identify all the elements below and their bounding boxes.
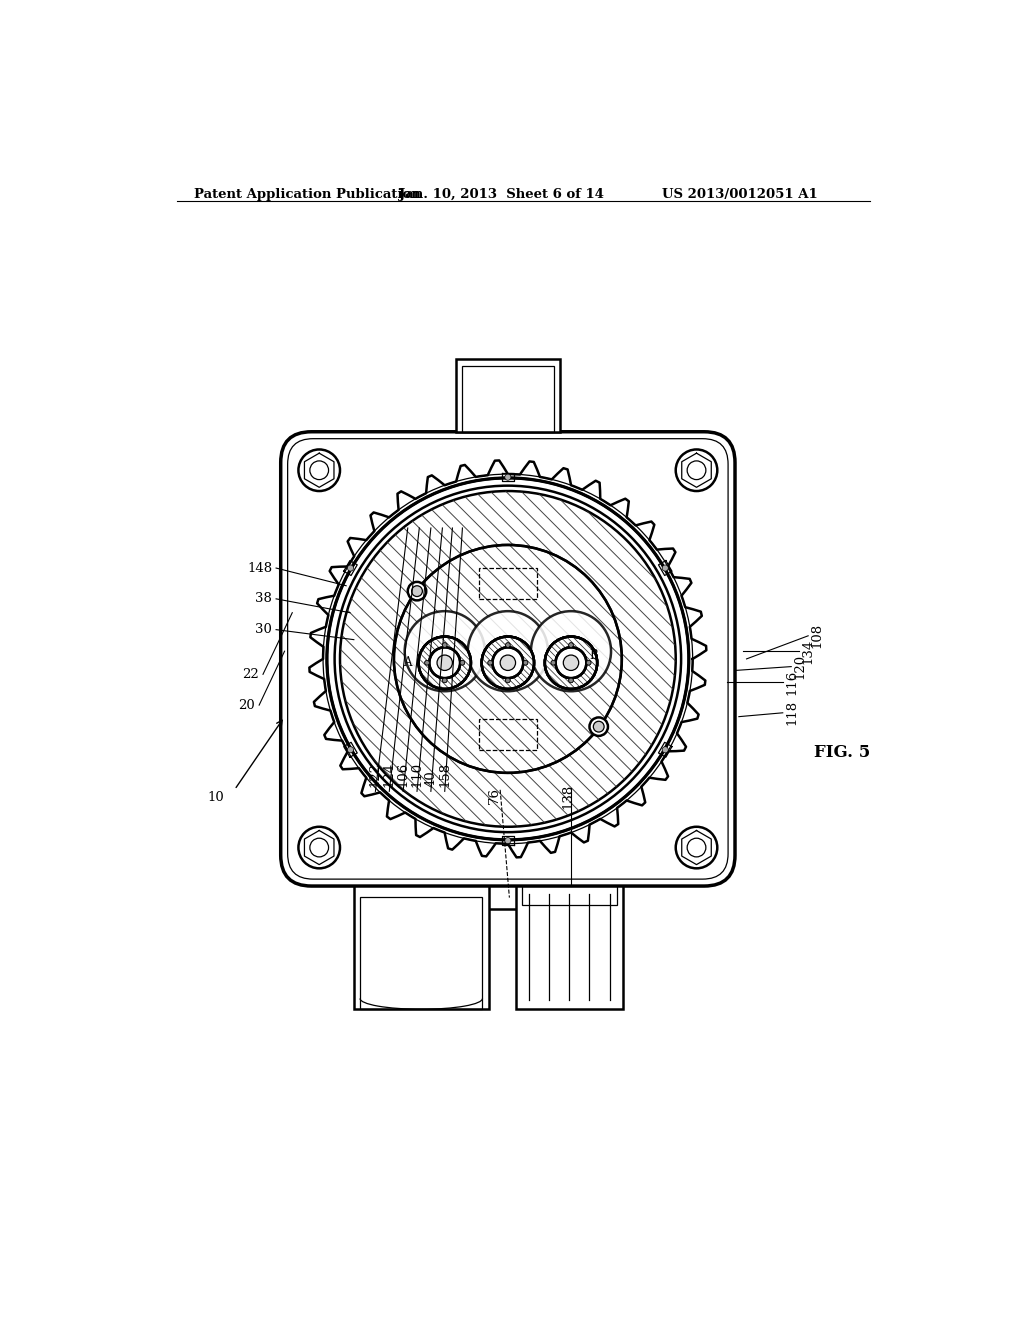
Text: Patent Application Publication: Patent Application Publication — [195, 187, 421, 201]
Circle shape — [663, 565, 669, 572]
Circle shape — [587, 660, 591, 665]
Bar — [462, 886, 554, 909]
Circle shape — [545, 636, 597, 689]
Circle shape — [506, 678, 510, 682]
Circle shape — [487, 660, 493, 665]
Circle shape — [493, 647, 523, 678]
Circle shape — [663, 747, 669, 752]
Bar — [478, 568, 538, 599]
Circle shape — [437, 655, 453, 671]
Circle shape — [347, 565, 353, 572]
Text: 138: 138 — [561, 783, 574, 809]
Text: Jan. 10, 2013  Sheet 6 of 14: Jan. 10, 2013 Sheet 6 of 14 — [398, 187, 603, 201]
Text: 76: 76 — [488, 788, 502, 804]
Text: US 2013/0012051 A1: US 2013/0012051 A1 — [662, 187, 817, 201]
Circle shape — [429, 647, 460, 678]
Circle shape — [487, 660, 493, 665]
Circle shape — [563, 655, 579, 671]
Circle shape — [505, 474, 511, 480]
Circle shape — [460, 660, 465, 665]
Circle shape — [587, 660, 591, 665]
Circle shape — [556, 647, 587, 678]
Text: 20: 20 — [239, 698, 255, 711]
Text: 106: 106 — [396, 762, 410, 788]
Circle shape — [506, 643, 510, 647]
Bar — [521, 886, 617, 906]
Text: 110: 110 — [411, 763, 424, 788]
Circle shape — [412, 586, 422, 597]
Text: 158: 158 — [438, 763, 452, 788]
Circle shape — [551, 660, 556, 665]
Circle shape — [460, 660, 465, 665]
Text: 38: 38 — [255, 593, 272, 606]
Text: 134: 134 — [801, 639, 814, 664]
Circle shape — [568, 678, 573, 682]
Text: 118: 118 — [785, 700, 798, 726]
Circle shape — [568, 678, 573, 682]
Text: 116: 116 — [785, 669, 798, 694]
Circle shape — [551, 660, 556, 665]
Text: A: A — [403, 656, 412, 669]
Circle shape — [563, 655, 579, 671]
Bar — [462, 366, 554, 432]
Bar — [360, 896, 482, 1010]
Circle shape — [481, 636, 535, 689]
Circle shape — [394, 545, 622, 774]
Circle shape — [500, 655, 515, 671]
Circle shape — [593, 721, 604, 733]
Circle shape — [531, 611, 611, 692]
Text: 40: 40 — [424, 771, 437, 788]
Circle shape — [568, 643, 573, 647]
Circle shape — [442, 643, 447, 647]
Circle shape — [347, 747, 353, 752]
Circle shape — [523, 660, 528, 665]
Circle shape — [429, 647, 460, 678]
Circle shape — [404, 611, 484, 692]
Bar — [456, 359, 560, 432]
Text: 122: 122 — [369, 763, 382, 788]
Text: 124: 124 — [383, 763, 396, 788]
Text: 22: 22 — [243, 668, 259, 681]
Bar — [515, 886, 624, 1010]
Circle shape — [442, 678, 447, 682]
Circle shape — [523, 660, 528, 665]
Circle shape — [545, 636, 597, 689]
Circle shape — [408, 582, 426, 601]
Circle shape — [481, 636, 535, 689]
Circle shape — [442, 643, 447, 647]
Circle shape — [442, 678, 447, 682]
Text: FIG. 5: FIG. 5 — [814, 744, 870, 762]
Circle shape — [506, 678, 510, 682]
FancyBboxPatch shape — [281, 432, 735, 886]
Circle shape — [419, 636, 471, 689]
Circle shape — [506, 643, 510, 647]
Circle shape — [556, 647, 587, 678]
Text: 108: 108 — [810, 623, 823, 648]
Circle shape — [340, 491, 676, 826]
Circle shape — [468, 611, 548, 692]
Text: 10: 10 — [208, 791, 224, 804]
Text: 120: 120 — [794, 653, 807, 680]
Bar — [354, 886, 488, 1010]
Circle shape — [419, 636, 471, 689]
Circle shape — [425, 660, 429, 665]
Circle shape — [590, 718, 608, 737]
Circle shape — [437, 655, 453, 671]
Circle shape — [493, 647, 523, 678]
Text: 148: 148 — [247, 561, 272, 574]
Circle shape — [568, 643, 573, 647]
Text: 30: 30 — [255, 623, 272, 636]
Circle shape — [505, 838, 511, 843]
Bar — [478, 719, 538, 750]
Circle shape — [500, 655, 515, 671]
Text: B: B — [590, 648, 598, 661]
Circle shape — [425, 660, 429, 665]
